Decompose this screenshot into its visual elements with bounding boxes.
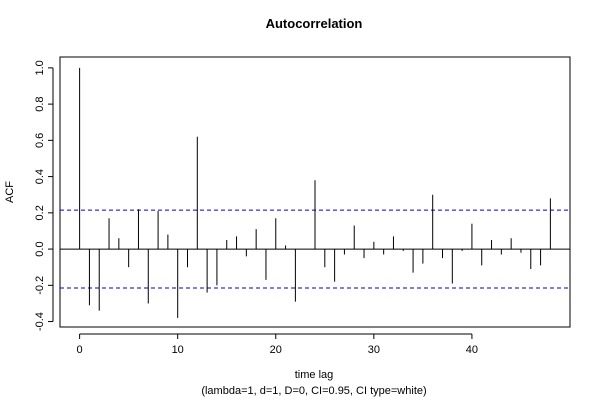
y-tick-label: 0.2 [34, 205, 46, 220]
x-tick-label: 20 [270, 344, 282, 356]
y-tick-label: 0.8 [34, 96, 46, 111]
x-tick-label: 0 [77, 344, 83, 356]
x-tick-label: 30 [368, 344, 380, 356]
x-tick-label: 10 [172, 344, 184, 356]
y-tick-label: -0.2 [34, 276, 46, 295]
y-tick-label: 0.0 [34, 241, 46, 256]
y-tick-label: 0.6 [34, 133, 46, 148]
y-tick-label: -0.4 [34, 312, 46, 331]
acf-bars [79, 67, 551, 318]
y-axis: -0.4 -0.2 0.0 0.2 0.4 0.6 0.8 1.0 [34, 60, 54, 331]
x-tick-label: 40 [466, 344, 478, 356]
chart-subtitle: (lambda=1, d=1, D=0, CI=0.95, CI type=wh… [201, 385, 426, 397]
x-axis: 0 10 20 30 40 [77, 333, 478, 356]
plot-frame [59, 56, 571, 328]
chart-title: Autocorrelation [266, 16, 363, 31]
y-axis-label: ACF [4, 181, 16, 203]
y-tick-label: 1.0 [34, 60, 46, 75]
x-axis-label: time lag [295, 369, 334, 381]
y-tick-label: 0.4 [34, 169, 46, 184]
